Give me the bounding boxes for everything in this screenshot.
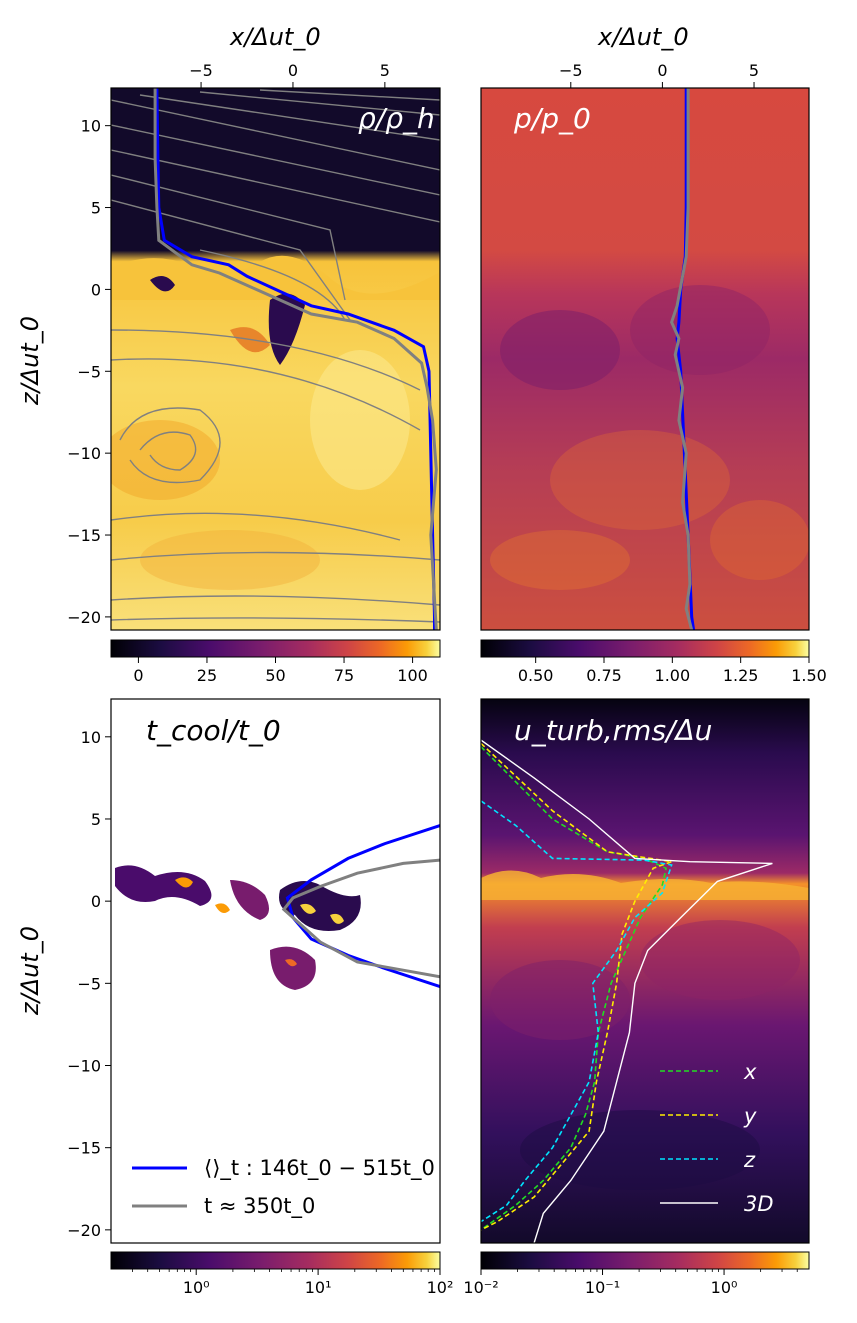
profile-line-2-1 xyxy=(281,858,440,979)
y-tick-label: 10 xyxy=(81,117,101,136)
profile-line-3-2 xyxy=(481,800,673,1223)
colorbar-tick-label: 0.50 xyxy=(518,666,554,685)
y-tick-label: −10 xyxy=(67,444,101,463)
colorbar-rho xyxy=(110,639,441,658)
ylabel-top-row: z/Δut_0 xyxy=(16,316,44,406)
panel-frame-rho xyxy=(110,87,441,631)
y-tick-label: −10 xyxy=(67,1057,101,1076)
streamlines xyxy=(111,89,440,623)
panel-frame-uturb xyxy=(480,698,810,1244)
uturb-texture xyxy=(481,870,809,1190)
colorbar-tick-label: 100 xyxy=(397,666,428,685)
profile-line-3-3 xyxy=(481,739,773,1243)
x-tick-label: −5 xyxy=(189,61,213,80)
colorbar-tick-label: 50 xyxy=(265,666,285,685)
legend-label: ⟨⟩_t : 146t_0 − 515t_0 xyxy=(204,1156,435,1181)
y-tick-label: 10 xyxy=(81,728,101,747)
colorbar-tick-label: 75 xyxy=(334,666,354,685)
colorbar-tick-label: 1.50 xyxy=(791,666,827,685)
panel-frame-pressure xyxy=(480,87,810,631)
colorbar-tcool xyxy=(110,1251,441,1270)
tcool-texture xyxy=(115,865,361,990)
panel-title-uturb: u_turb,rms/Δu xyxy=(514,714,712,747)
colorbar-pressure xyxy=(480,639,810,658)
x-tick-label: 0 xyxy=(288,61,298,80)
colorbar-tick-label: 0.75 xyxy=(586,666,622,685)
colorbar-uturb xyxy=(480,1251,810,1270)
legend-label: y xyxy=(743,1104,757,1128)
y-tick-label: −15 xyxy=(67,526,101,545)
x-tick-label: 5 xyxy=(380,61,390,80)
colorbar-tick-label: 1.00 xyxy=(655,666,691,685)
profile-line-1-1 xyxy=(669,88,694,630)
x-tick-label: 0 xyxy=(657,61,667,80)
legend-label: x xyxy=(743,1060,757,1084)
colorbar-tick-label: 10⁰ xyxy=(183,1278,210,1297)
legend-label: z xyxy=(743,1148,756,1172)
profile-line-2-0 xyxy=(285,824,440,989)
panel-frame-tcool xyxy=(110,698,441,1244)
profile-line-0-0 xyxy=(155,88,436,630)
colorbar-tick-label: 10⁻¹ xyxy=(585,1278,620,1297)
panel-title-tcool: t_cool/t_0 xyxy=(146,714,281,747)
legend-label: 3D xyxy=(744,1192,774,1216)
colorbar-tick-label: 10⁻² xyxy=(463,1278,498,1297)
y-tick-label: −15 xyxy=(67,1139,101,1158)
colorbar-tick-label: 10⁰ xyxy=(711,1278,738,1297)
x-tick-label: −5 xyxy=(559,61,583,80)
colorbar-tick-label: 10² xyxy=(427,1278,454,1297)
panel-title-rho: ρ/ρ_h xyxy=(358,102,435,135)
y-tick-label: −5 xyxy=(77,974,101,993)
legend-label: t ≈ 350t_0 xyxy=(204,1194,315,1219)
colorbar-tick-label: 10¹ xyxy=(305,1278,332,1297)
y-tick-label: −20 xyxy=(67,1221,101,1240)
colorbar-tick-label: 25 xyxy=(197,666,217,685)
x-tick-label: 5 xyxy=(749,61,759,80)
y-tick-label: 5 xyxy=(91,810,101,829)
profile-line-0-1 xyxy=(153,88,438,630)
y-tick-label: 5 xyxy=(91,199,101,218)
y-tick-label: −20 xyxy=(67,608,101,627)
colorbar-tick-label: 1.25 xyxy=(723,666,759,685)
y-tick-label: −5 xyxy=(77,362,101,381)
panel-title-pressure: p/p_0 xyxy=(513,102,591,135)
colorbar-tick-label: 0 xyxy=(133,666,143,685)
y-tick-label: 0 xyxy=(91,892,101,911)
top-xlabel-pressure: x/Δut_0 xyxy=(597,23,689,51)
y-tick-label: 0 xyxy=(91,280,101,299)
profile-line-3-1 xyxy=(481,742,672,1231)
ylabel-bottom-row: z/Δut_0 xyxy=(16,926,44,1016)
top-xlabel-rho: x/Δut_0 xyxy=(229,23,321,51)
